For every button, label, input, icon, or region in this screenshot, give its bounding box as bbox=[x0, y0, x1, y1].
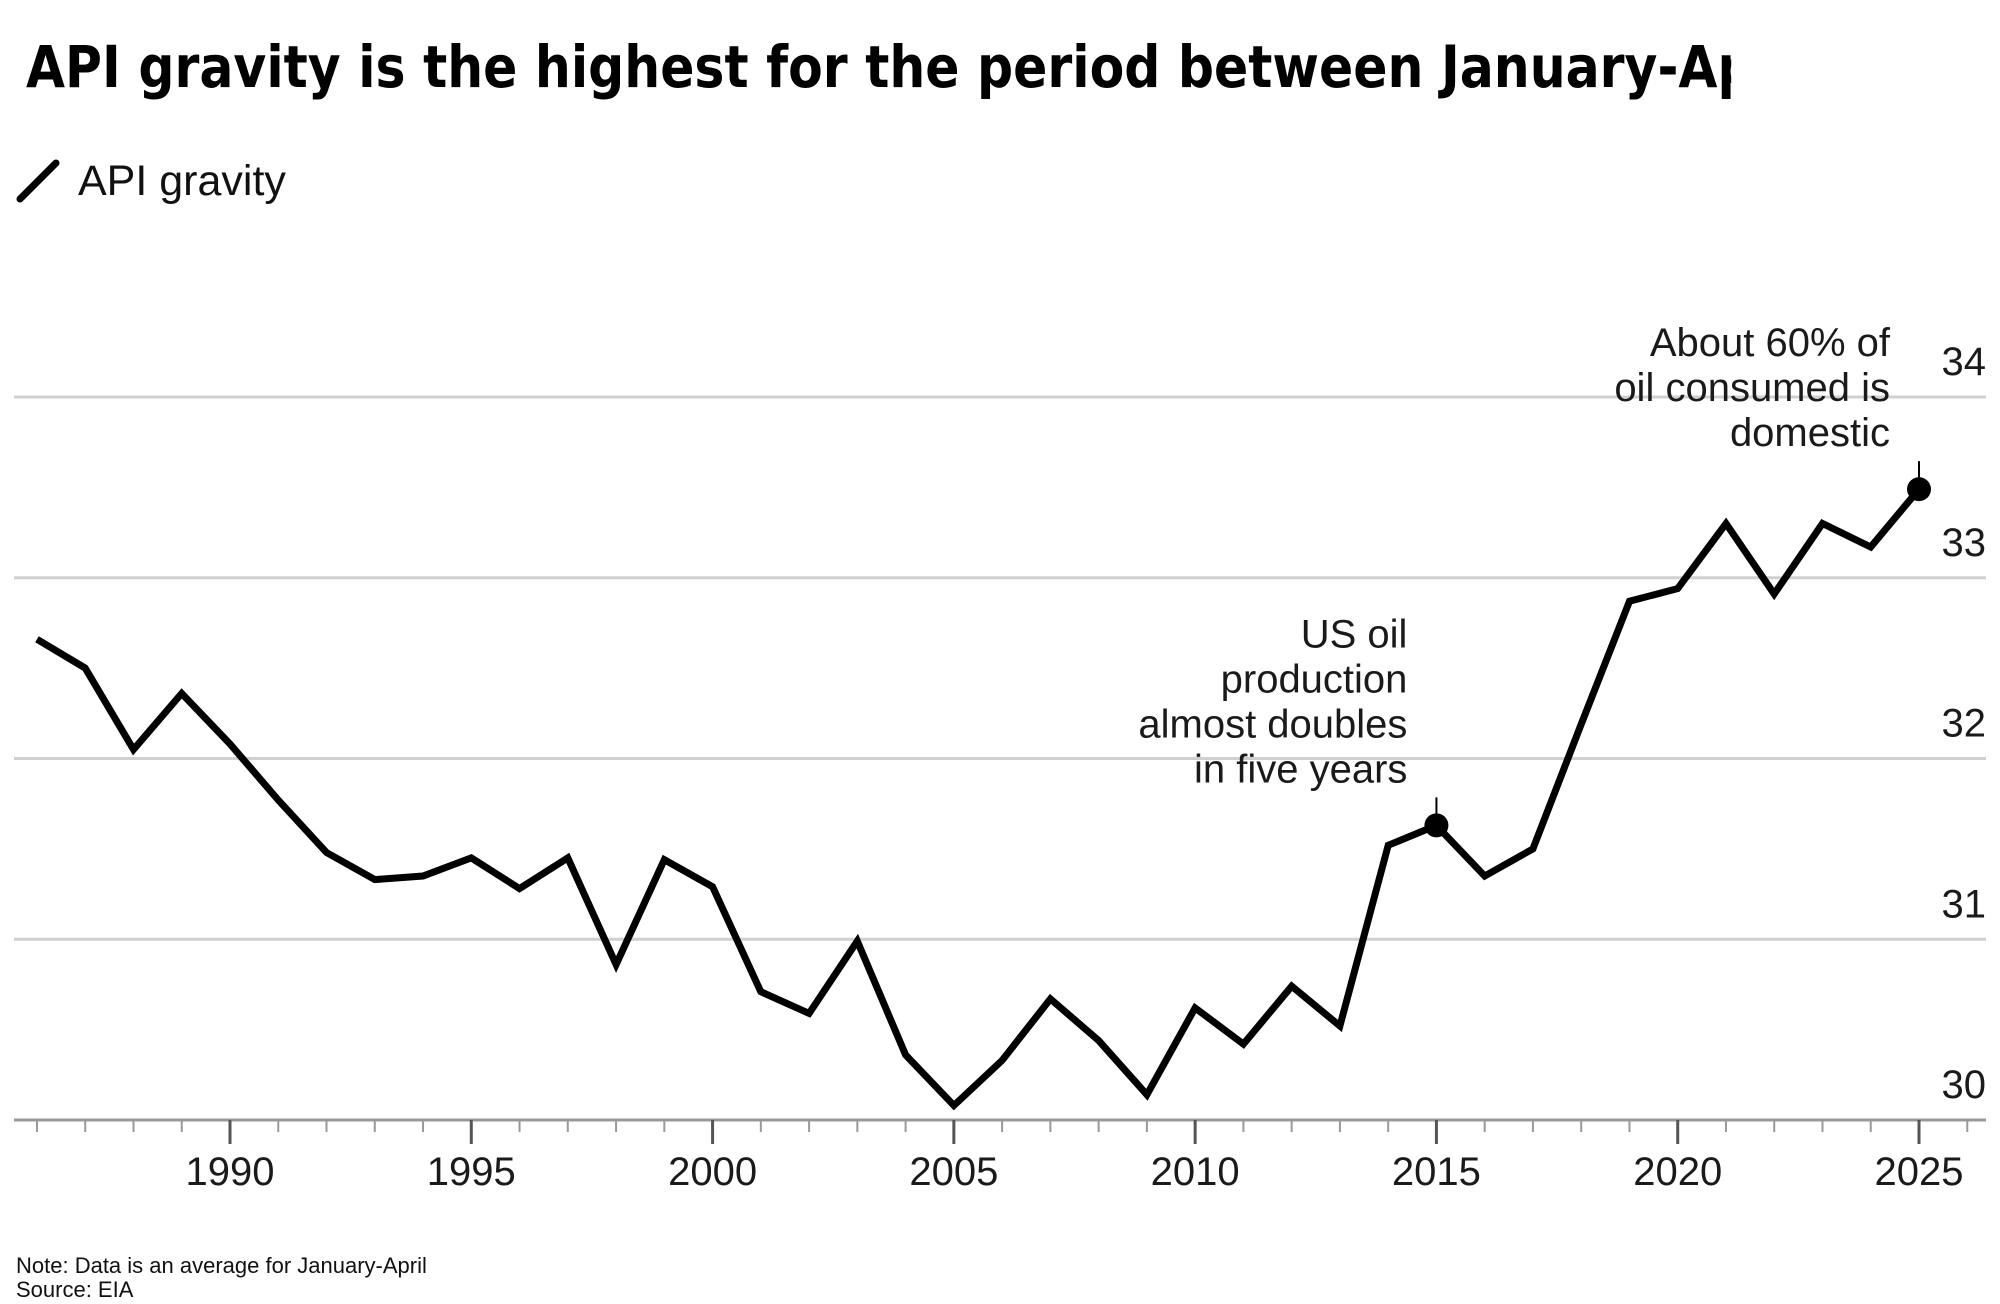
legend-label: API gravity bbox=[78, 156, 286, 205]
legend: API gravity bbox=[16, 150, 286, 212]
x-tick-label: 2000 bbox=[668, 1150, 757, 1194]
y-tick-label: 33 bbox=[1942, 521, 1987, 565]
chart-title: API gravity is the highest for the perio… bbox=[26, 33, 1731, 101]
y-tick-label: 31 bbox=[1942, 882, 1987, 926]
x-tick-label: 2010 bbox=[1151, 1150, 1240, 1194]
x-tick-labels: 1990 1995 2000 2005 2010 2015 2020 2025 bbox=[186, 1150, 1964, 1194]
annotation-marker bbox=[1424, 813, 1449, 838]
y-tick-label: 30 bbox=[1942, 1063, 1987, 1107]
x-tick-label: 2025 bbox=[1875, 1150, 1964, 1194]
y-tick-label: 32 bbox=[1942, 702, 1987, 746]
annotation-text: oil consumed is bbox=[1614, 366, 1890, 410]
annotation-text: About 60% of bbox=[1650, 321, 1891, 365]
y-tick-labels: 30 31 32 33 34 bbox=[1942, 340, 1987, 1107]
series-line bbox=[35, 486, 1922, 1111]
footer-source: Source: EIA bbox=[16, 1277, 134, 1302]
x-axis bbox=[14, 1118, 1986, 1144]
annotation-marker bbox=[1907, 477, 1931, 502]
annotation-text: production bbox=[1221, 657, 1408, 701]
footer: Note: Data is an average for January-Apr… bbox=[16, 1254, 427, 1302]
annotation-text: almost doubles bbox=[1138, 702, 1407, 746]
footer-note: Note: Data is an average for January-Apr… bbox=[16, 1253, 427, 1278]
annotation-text: domestic bbox=[1730, 411, 1890, 455]
series-layer bbox=[35, 486, 1922, 1111]
annotation-text: in five years bbox=[1194, 747, 1407, 791]
x-tick-label: 2020 bbox=[1633, 1150, 1722, 1194]
line-swatch-icon bbox=[16, 159, 60, 203]
grid-lines bbox=[14, 395, 1986, 941]
x-tick-label: 2005 bbox=[909, 1150, 998, 1194]
y-tick-label: 34 bbox=[1942, 340, 1987, 384]
x-tick-label: 1995 bbox=[427, 1150, 516, 1194]
x-tick-label: 2015 bbox=[1392, 1150, 1481, 1194]
annotation-text: US oil bbox=[1301, 612, 1408, 656]
x-tick-label: 1990 bbox=[186, 1150, 275, 1194]
